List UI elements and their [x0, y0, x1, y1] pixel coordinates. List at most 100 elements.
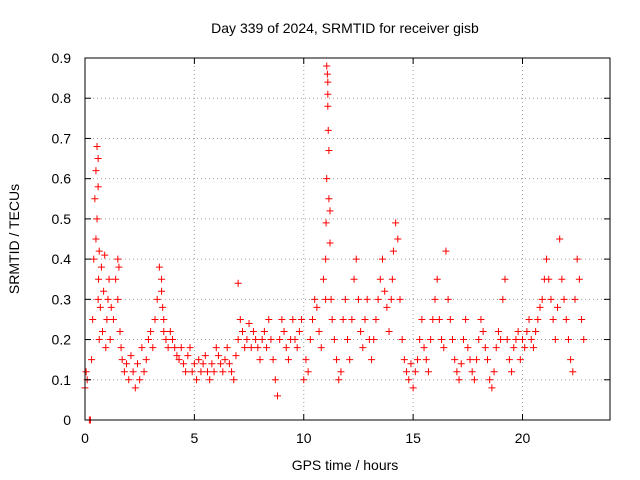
x-tick-label: 20: [515, 430, 531, 446]
data-point: [352, 255, 360, 263]
axis-ticks: 0 0.1 0.2 0.3 0.4 0.5 0.6 0.7 0.8 0.9 0 5 10 15 20: [52, 50, 610, 446]
data-point: [416, 336, 424, 344]
data-point: [188, 368, 196, 376]
data-point: [267, 336, 275, 344]
data-point: [431, 295, 439, 303]
data-point: [120, 368, 128, 376]
data-point: [182, 368, 190, 376]
data-point: [278, 315, 286, 323]
data-point: [210, 368, 218, 376]
data-point: [327, 295, 335, 303]
data-point: [497, 336, 505, 344]
data-point: [155, 263, 163, 271]
data-point: [348, 315, 356, 323]
x-tick-label: 15: [405, 430, 421, 446]
data-point: [361, 315, 369, 323]
data-point: [217, 360, 225, 368]
data-point: [323, 62, 331, 70]
data-point: [138, 344, 146, 352]
data-point: [519, 336, 526, 344]
data-point: [228, 368, 236, 376]
data-point: [409, 384, 417, 392]
data-point: [225, 360, 233, 368]
data-point: [134, 360, 141, 368]
data-point: [247, 344, 255, 352]
data-point: [102, 344, 110, 352]
data-point: [95, 275, 103, 283]
data-point: [319, 275, 327, 283]
data-point: [427, 336, 435, 344]
y-tick-label: 0.9: [52, 50, 72, 66]
data-point: [131, 384, 139, 392]
data-point: [492, 344, 500, 352]
data-point: [512, 336, 520, 344]
data-point: [435, 315, 443, 323]
data-point: [94, 295, 102, 303]
data-point: [302, 356, 310, 364]
data-point: [129, 368, 137, 376]
data-point: [374, 295, 382, 303]
data-point: [451, 356, 459, 364]
data-point: [422, 356, 430, 364]
data-point: [100, 287, 108, 295]
data-point: [269, 356, 277, 364]
data-point: [96, 303, 104, 311]
data-point: [339, 315, 347, 323]
data-point: [328, 315, 336, 323]
data-point: [505, 356, 513, 364]
data-point: [105, 275, 113, 283]
data-point: [363, 295, 371, 303]
grid-lines: [85, 58, 610, 420]
data-point: [499, 295, 507, 303]
data-point: [388, 275, 396, 283]
data-point: [94, 155, 102, 163]
data-point: [260, 328, 268, 336]
data-point: [424, 368, 432, 376]
data-point: [455, 376, 463, 384]
data-point: [453, 368, 461, 376]
data-point: [147, 328, 155, 336]
data-point: [337, 368, 345, 376]
data-point: [206, 376, 214, 384]
data-point: [462, 315, 470, 323]
data-point: [564, 336, 572, 344]
data-point: [88, 356, 96, 364]
data-point: [354, 295, 362, 303]
data-point: [389, 247, 397, 255]
data-point: [271, 376, 279, 384]
data-point: [392, 219, 400, 227]
data-point: [265, 315, 273, 323]
data-point: [438, 336, 446, 344]
data-point: [405, 376, 413, 384]
data-point: [481, 344, 489, 352]
data-point: [92, 167, 100, 175]
data-point: [333, 356, 341, 364]
data-point: [554, 303, 561, 311]
data-point: [175, 356, 183, 364]
data-point: [93, 215, 101, 223]
data-point: [556, 235, 564, 243]
data-point: [396, 295, 404, 303]
data-point: [91, 195, 99, 203]
data-point: [256, 356, 264, 364]
data-point: [153, 295, 161, 303]
data-point: [151, 315, 159, 323]
data-point: [99, 328, 106, 336]
data-point: [284, 356, 292, 364]
data-point: [322, 255, 330, 263]
data-point: [304, 368, 312, 376]
data-point: [249, 328, 257, 336]
data-point: [123, 360, 131, 368]
data-point: [379, 255, 386, 263]
data-point: [160, 315, 168, 323]
data-point: [162, 336, 170, 344]
data-point: [398, 336, 406, 344]
data-point: [503, 336, 511, 344]
data-point: [383, 303, 391, 311]
data-point: [223, 344, 231, 352]
data-point: [184, 352, 192, 360]
x-tick-label: 5: [190, 430, 198, 446]
data-point: [387, 295, 395, 303]
data-point: [114, 295, 122, 303]
data-point: [486, 376, 494, 384]
